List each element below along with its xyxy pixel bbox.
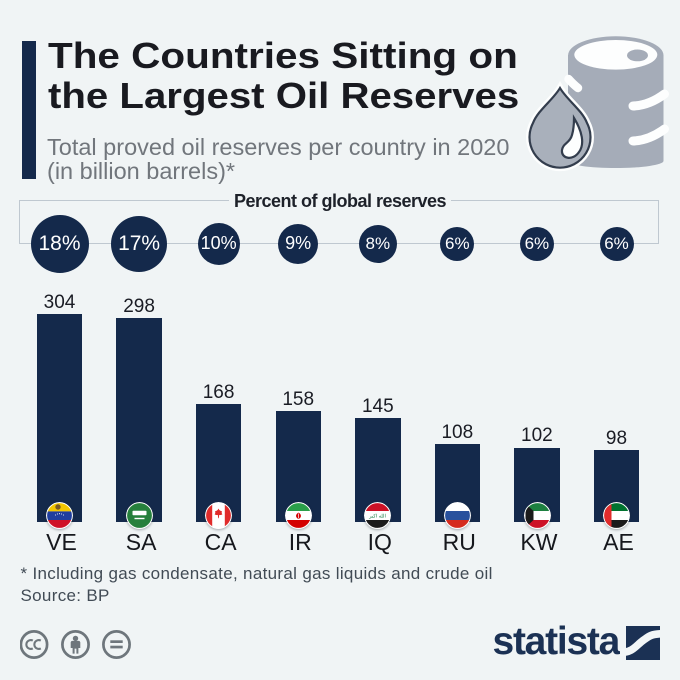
svg-text:الله اكبر: الله اكبر bbox=[369, 514, 387, 520]
